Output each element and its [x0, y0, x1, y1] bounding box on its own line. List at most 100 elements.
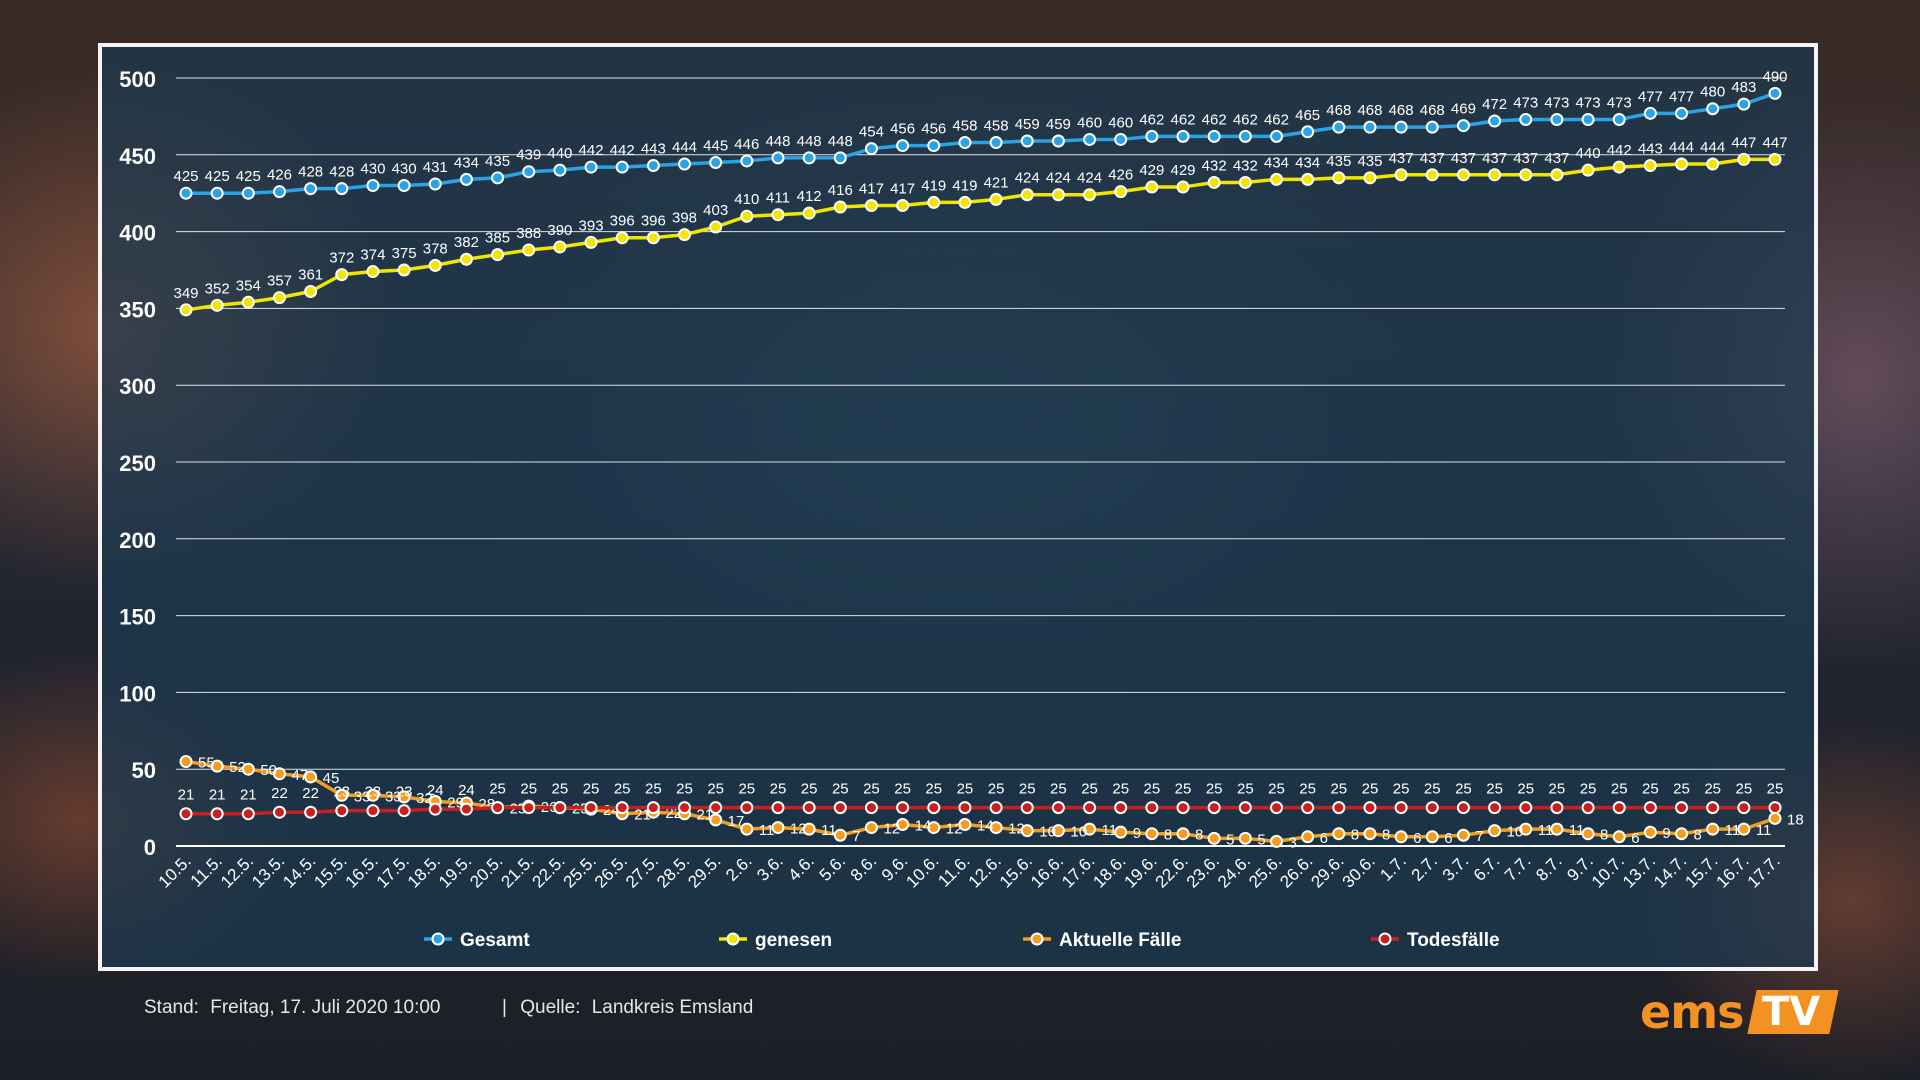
- data-label: 25: [1424, 781, 1441, 798]
- data-label: 403: [703, 202, 728, 219]
- data-label: 468: [1389, 102, 1414, 119]
- data-point: [1394, 830, 1408, 844]
- data-point: [1768, 152, 1782, 166]
- y-tick-label: 0: [144, 835, 156, 860]
- x-tick-label: 30.6.: [1339, 851, 1379, 891]
- data-label: 447: [1762, 134, 1787, 151]
- data-label: 21: [240, 787, 257, 804]
- y-tick-label: 200: [119, 528, 156, 553]
- data-point: [1737, 152, 1751, 166]
- data-label: 354: [236, 277, 261, 294]
- x-tick-label: 3.7.: [1439, 851, 1472, 884]
- data-point: [366, 788, 380, 802]
- data-point: [1332, 171, 1346, 185]
- data-label: 349: [173, 285, 198, 302]
- data-label: 432: [1233, 157, 1258, 174]
- data-label: 8: [1351, 827, 1359, 844]
- y-tick-label: 400: [119, 221, 156, 246]
- data-point: [1301, 125, 1315, 139]
- data-label: 8: [1600, 827, 1608, 844]
- data-label: 11: [821, 822, 837, 839]
- data-label: 465: [1295, 107, 1320, 124]
- data-label: 440: [1576, 145, 1601, 162]
- y-tick-label: 100: [119, 681, 156, 706]
- data-label: 8: [1164, 827, 1172, 844]
- data-point: [709, 801, 723, 815]
- x-tick-label: 8.7.: [1532, 851, 1565, 884]
- x-tick-label: 26.5.: [591, 851, 631, 891]
- data-label: 416: [828, 182, 853, 199]
- data-point: [1238, 175, 1252, 189]
- legend-marker: [1030, 932, 1044, 946]
- y-tick-label: 250: [119, 451, 156, 476]
- data-point: [1363, 801, 1377, 815]
- data-point: [1612, 830, 1626, 844]
- data-label: 29: [447, 794, 464, 811]
- data-label: 50: [260, 762, 277, 779]
- x-tick-label: 28.5.: [653, 851, 693, 891]
- legend-label: genesen: [755, 930, 832, 951]
- data-label: 11: [1102, 822, 1118, 839]
- data-label: 25: [1144, 781, 1161, 798]
- data-label: 352: [205, 280, 230, 297]
- data-label: 25: [1268, 781, 1285, 798]
- y-tick-label: 50: [132, 758, 156, 783]
- x-tick-label: 10.5.: [155, 851, 195, 891]
- data-label: 426: [267, 167, 292, 184]
- data-label: 25: [1330, 781, 1347, 798]
- data-point: [1581, 112, 1595, 126]
- data-label: 435: [485, 153, 510, 170]
- data-label: 429: [1139, 162, 1164, 179]
- data-label: 462: [1264, 111, 1289, 128]
- data-label: 25: [738, 781, 755, 798]
- data-label: 55: [198, 755, 215, 772]
- data-point: [958, 136, 972, 150]
- data-point: [1020, 188, 1034, 202]
- data-label: 25: [1549, 781, 1566, 798]
- x-tick-label: 11.5.: [187, 851, 226, 890]
- x-tick-label: 26.6.: [1276, 851, 1316, 891]
- data-point: [1363, 120, 1377, 134]
- data-point: [1456, 168, 1470, 182]
- data-point: [1114, 825, 1128, 839]
- data-label: 25: [770, 781, 787, 798]
- series-line: [186, 91, 1776, 195]
- data-label: 425: [236, 168, 261, 185]
- data-point: [615, 231, 629, 245]
- data-label: 454: [859, 124, 884, 141]
- data-point: [802, 206, 816, 220]
- data-label: 473: [1544, 94, 1569, 111]
- logo-tv-badge: TV: [1746, 989, 1839, 1035]
- x-tick-label: 21.5.: [497, 851, 537, 891]
- data-point: [927, 139, 941, 153]
- data-label: 437: [1513, 150, 1538, 167]
- data-point: [491, 801, 505, 815]
- data-point: [1176, 180, 1190, 194]
- legend-marker: [1378, 932, 1392, 946]
- data-point: [1488, 114, 1502, 128]
- data-point: [740, 801, 754, 815]
- data-label: 440: [547, 145, 572, 162]
- data-point: [491, 248, 505, 262]
- data-point: [272, 185, 286, 199]
- data-point: [272, 291, 286, 305]
- data-point: [1612, 160, 1626, 174]
- data-label: 375: [392, 245, 417, 262]
- data-point: [210, 186, 224, 200]
- data-point: [646, 231, 660, 245]
- series-0: 425 425 425 426 428 428 430 430 431 434 435 439 440 4…: [173, 68, 1788, 200]
- data-point: [1301, 172, 1315, 186]
- data-label: 25: [1112, 781, 1129, 798]
- data-point: [927, 195, 941, 209]
- data-point: [304, 805, 318, 819]
- data-label: 12: [883, 821, 900, 838]
- data-point: [553, 801, 567, 815]
- data-point: [864, 801, 878, 815]
- data-point: [459, 802, 473, 816]
- data-label: 6: [1631, 830, 1639, 847]
- data-label: 443: [1638, 141, 1663, 158]
- data-point: [771, 208, 785, 222]
- data-point: [1051, 801, 1065, 815]
- data-label: 22: [665, 805, 682, 822]
- data-point: [272, 805, 286, 819]
